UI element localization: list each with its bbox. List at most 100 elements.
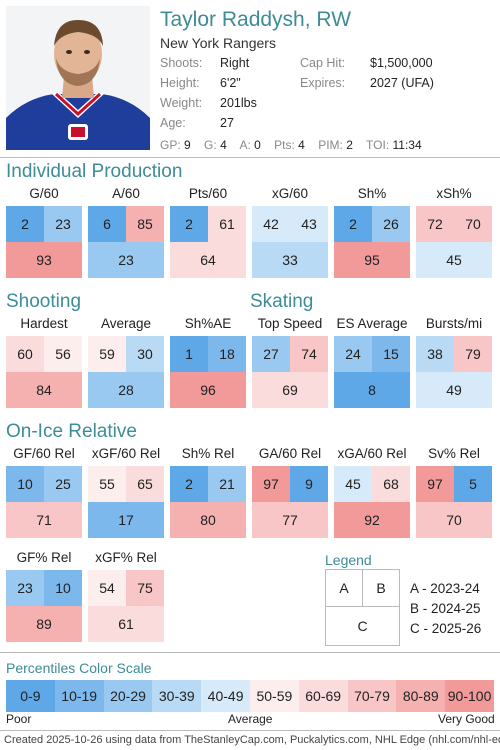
metric-label: Bursts/mi: [425, 316, 483, 331]
metric-tile: Top Speed 27 74 69: [252, 316, 328, 408]
metric-cell-2024-25: 79: [454, 336, 492, 372]
metric-cell-2025-26: 28: [88, 372, 164, 408]
metric-cell-2024-25: 10: [44, 570, 82, 606]
metric-tile: GA/60 Rel 97 9 77: [252, 446, 328, 538]
metric-cell-2024-25: 21: [208, 466, 246, 502]
metric-cell-2024-25: 68: [372, 466, 410, 502]
legend-box-c: C: [325, 606, 400, 646]
metric-cell-2025-26: 77: [252, 502, 328, 538]
metric-tile: Average 59 30 28: [88, 316, 164, 408]
height-field: Height:: [160, 76, 200, 90]
metric-cell-2024-25: 9: [290, 466, 328, 502]
scale-swatch: 30-39: [152, 680, 202, 712]
legend-box-a: A: [325, 569, 363, 607]
metric-cell-2025-26: 93: [6, 242, 82, 278]
weight-value: 201lbs: [220, 96, 257, 110]
metric-cell-2023-24: 27: [252, 336, 290, 372]
legend-a-text: A - 2023-24: [410, 581, 480, 596]
metric-cell-2024-25: 74: [290, 336, 328, 372]
metric-label: Hardest: [20, 316, 68, 331]
pim-label: PIM:: [318, 138, 343, 152]
height-value-wrap: 6'2": [220, 76, 241, 90]
metric-cell-2025-26: 89: [6, 606, 82, 642]
metric-tile: Sh%AE 1 18 96: [170, 316, 246, 408]
metric-cell-2025-26: 45: [416, 242, 492, 278]
metric-cell-2025-26: 69: [252, 372, 328, 408]
scale-swatch: 70-79: [347, 680, 397, 712]
metric-cell-2025-26: 84: [6, 372, 82, 408]
metric-cell-2025-26: 17: [88, 502, 164, 538]
metric-label: xGF/60 Rel: [91, 446, 161, 461]
metric-tile: GF/60 Rel 10 25 71: [6, 446, 82, 538]
section-title-individual: Individual Production: [6, 161, 183, 182]
metric-cell-2025-26: 33: [252, 242, 328, 278]
age-field: Age:: [160, 116, 186, 130]
metric-cell-2024-25: 43: [290, 206, 328, 242]
scale-swatch: 80-89: [396, 680, 446, 712]
metric-label: A/60: [112, 186, 140, 201]
metric-label: xG/60: [271, 186, 309, 201]
metric-cell-2023-24: 38: [416, 336, 454, 372]
metric-cell-2023-24: 6: [88, 206, 126, 242]
scale-swatch: 20-29: [103, 680, 153, 712]
metric-cell-2024-25: 56: [44, 336, 82, 372]
shoots-label: Shoots:: [160, 56, 203, 70]
g-value: 4: [220, 138, 227, 152]
metric-tile: xG/60 42 43 33: [252, 186, 328, 278]
metric-cell-2024-25: 18: [208, 336, 246, 372]
metric-label: Top Speed: [257, 316, 323, 331]
footer-credits: Created 2025-10-26 using data from TheSt…: [4, 734, 500, 746]
legend-box-b: B: [362, 569, 400, 607]
metric-cell-2025-26: 8: [334, 372, 410, 408]
percentile-color-scale: 0-9 10-19 20-29 30-39 40-49 50-59 60-69 70-79 80…: [6, 680, 494, 712]
shoots-field: Shoots:: [160, 56, 202, 70]
metric-cell-2024-25: 70: [454, 206, 492, 242]
metric-cell-2025-26: 92: [334, 502, 410, 538]
shoots-value: Right: [220, 56, 250, 70]
metric-cell-2024-25: 75: [126, 570, 164, 606]
metric-cell-2025-26: 96: [170, 372, 246, 408]
scale-divider: [0, 652, 500, 653]
metric-cell-2024-25: 61: [208, 206, 246, 242]
scale-poor-label: Poor: [6, 712, 32, 726]
gp-value: 9: [184, 138, 191, 152]
metric-label: ES Average: [336, 316, 408, 331]
g-label: G:: [204, 138, 217, 152]
expires-label: Expires:: [300, 76, 346, 90]
weight-value-wrap: 201lbs: [220, 96, 257, 110]
metric-cell-2023-24: 60: [6, 336, 44, 372]
metric-cell-2024-25: 25: [44, 466, 82, 502]
metric-tile: Pts/60 2 61 64: [170, 186, 246, 278]
metric-label: xSh%: [436, 186, 472, 201]
metric-cell-2025-26: 70: [416, 502, 492, 538]
metric-cell-2025-26: 23: [88, 242, 164, 278]
weight-field: Weight:: [160, 96, 202, 110]
scale-title: Percentiles Color Scale: [6, 660, 152, 676]
metric-label: GA/60 Rel: [258, 446, 322, 461]
metric-label: GF% Rel: [16, 550, 72, 565]
scale-very-good-label: Very Good: [438, 712, 495, 726]
metric-cell-2023-24: 59: [88, 336, 126, 372]
metric-label: GF/60 Rel: [13, 446, 75, 461]
height-value: 6'2": [220, 76, 241, 90]
metric-label: Sh%AE: [184, 316, 232, 331]
legend-c-text: C - 2025-26: [410, 621, 482, 636]
player-header: Taylor Raddysh, RW New York Rangers Shoo…: [0, 0, 500, 158]
metric-cell-2023-24: 23: [6, 570, 44, 606]
metric-cell-2023-24: 2: [334, 206, 372, 242]
legend-c-letter: C: [357, 618, 368, 634]
player-headshot: [6, 6, 150, 150]
metric-cell-2023-24: 2: [6, 206, 44, 242]
expires-value-wrap: 2027 (UFA): [370, 76, 434, 90]
metric-cell-2025-26: 64: [170, 242, 246, 278]
metric-cell-2023-24: 72: [416, 206, 454, 242]
scale-swatch: 40-49: [201, 680, 250, 712]
metric-tile: GF% Rel 23 10 89: [6, 550, 82, 642]
metric-tile: xGF/60 Rel 55 65 17: [88, 446, 164, 538]
gp-label: GP:: [160, 138, 181, 152]
section-title-shooting: Shooting: [6, 291, 82, 312]
metric-tile: Hardest 60 56 84: [6, 316, 82, 408]
metric-tile: ES Average 24 15 8: [334, 316, 410, 408]
metric-tile: Sv% Rel 97 5 70: [416, 446, 492, 538]
metric-label: Pts/60: [188, 186, 228, 201]
